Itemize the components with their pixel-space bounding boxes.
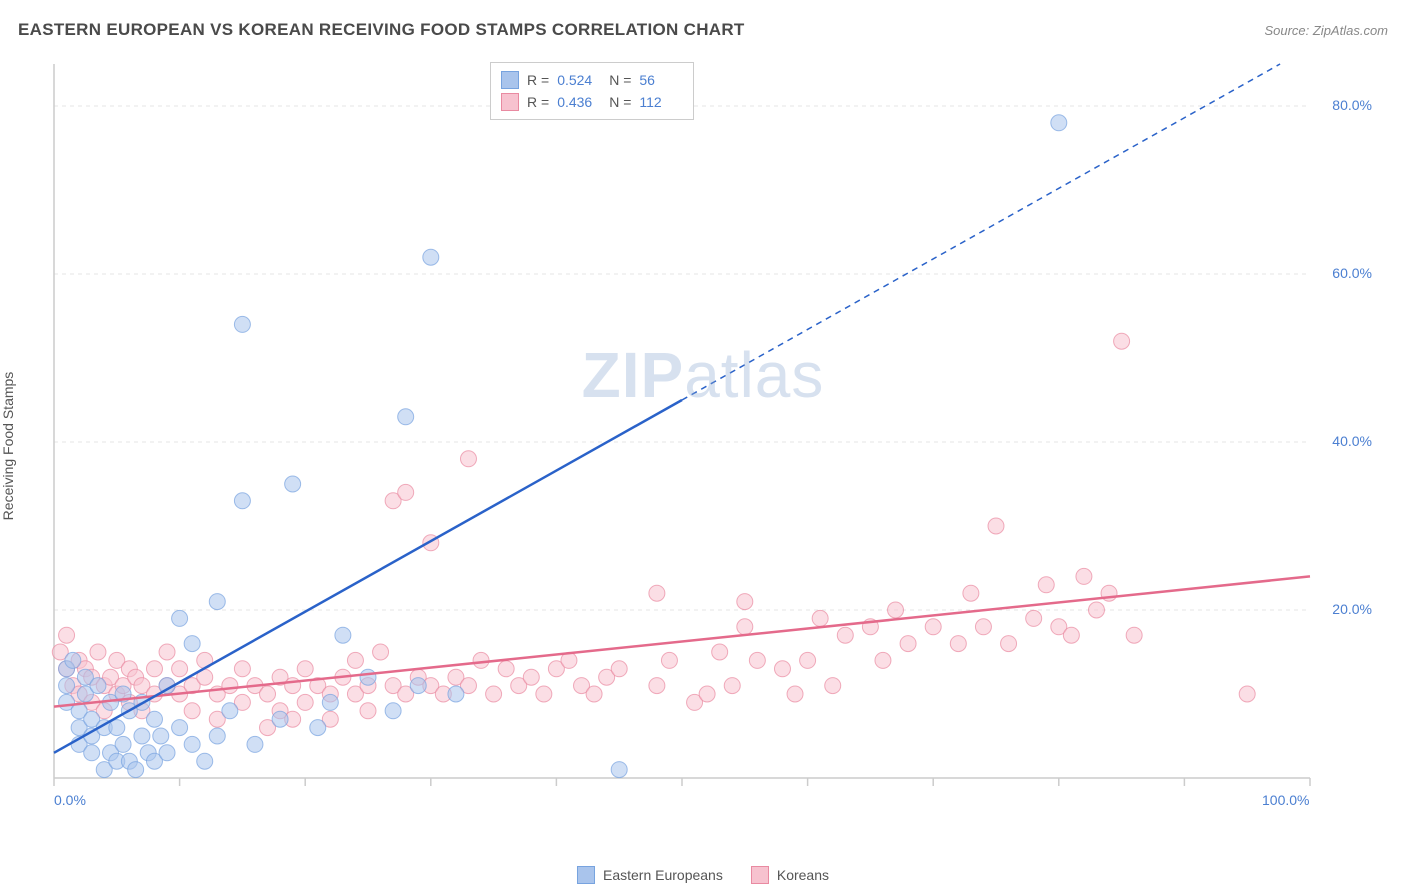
scatter-plot [50,58,1380,818]
n-value: 112 [639,94,683,110]
title-bar: EASTERN EUROPEAN VS KOREAN RECEIVING FOO… [18,20,1388,40]
legend-swatch [501,93,519,111]
n-value: 56 [639,72,683,88]
legend-item: Eastern Europeans [577,866,723,884]
chart-container: EASTERN EUROPEAN VS KOREAN RECEIVING FOO… [0,0,1406,892]
source-attribution: Source: ZipAtlas.com [1264,23,1388,38]
tick-label: 60.0% [1332,265,1372,281]
legend-swatch [577,866,595,884]
tick-label: 80.0% [1332,97,1372,113]
chart-area: 0.0% 100.0% 20.0% 40.0% 60.0% 80.0% [50,58,1380,818]
r-value: 0.524 [557,72,601,88]
tick-label: 20.0% [1332,601,1372,617]
r-value: 0.436 [557,94,601,110]
legend-item: Koreans [751,866,829,884]
tick-label: 0.0% [54,792,86,808]
stats-legend: R = 0.524 N = 56 R = 0.436 N = 112 [490,62,694,120]
r-label: R = [527,94,549,110]
y-axis-label: Receiving Food Stamps [0,372,16,521]
tick-label: 100.0% [1262,792,1309,808]
r-label: R = [527,72,549,88]
n-label: N = [609,72,631,88]
n-label: N = [609,94,631,110]
stats-legend-row: R = 0.524 N = 56 [501,69,683,91]
stats-legend-row: R = 0.436 N = 112 [501,91,683,113]
chart-title: EASTERN EUROPEAN VS KOREAN RECEIVING FOO… [18,20,745,40]
legend-label: Eastern Europeans [603,867,723,883]
tick-label: 40.0% [1332,433,1372,449]
legend-swatch [751,866,769,884]
bottom-legend: Eastern Europeans Koreans [577,866,829,884]
legend-swatch [501,71,519,89]
legend-label: Koreans [777,867,829,883]
